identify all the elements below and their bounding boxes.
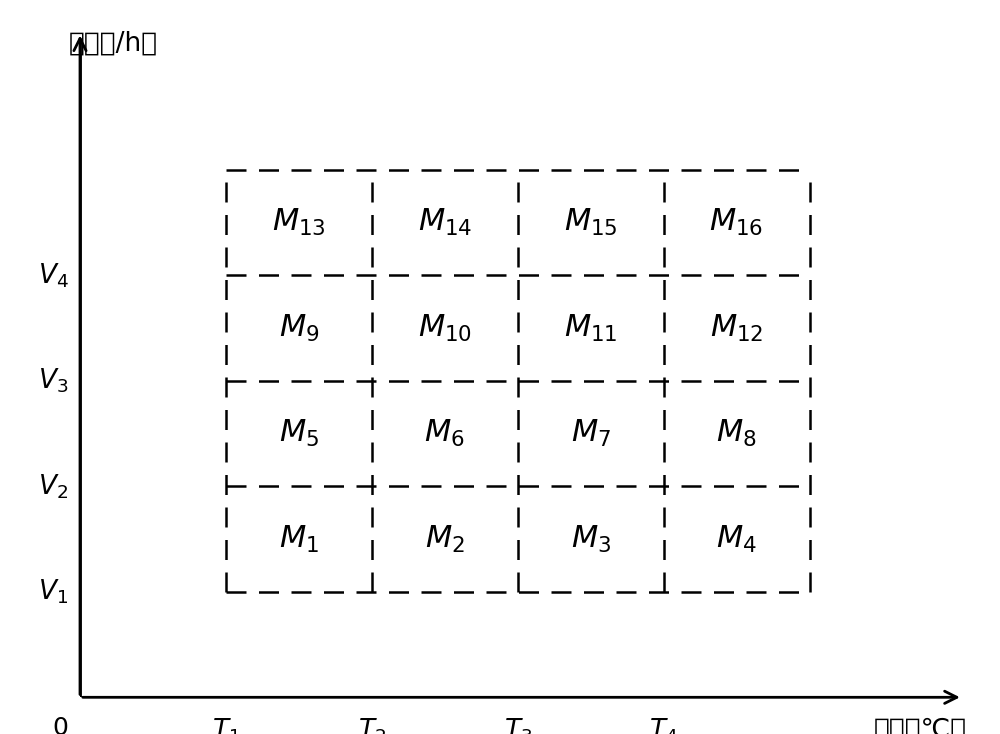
Text: $M_2$: $M_2$: [425, 523, 465, 555]
Text: $V_4$: $V_4$: [38, 261, 68, 289]
Text: $M_6$: $M_6$: [424, 418, 465, 449]
Text: $T_2$: $T_2$: [358, 716, 386, 734]
Text: $M_3$: $M_3$: [571, 523, 611, 555]
Text: $T_3$: $T_3$: [504, 716, 532, 734]
Text: $M_{13}$: $M_{13}$: [272, 207, 326, 238]
Text: $M_5$: $M_5$: [279, 418, 319, 449]
Text: $M_{16}$: $M_{16}$: [709, 207, 764, 238]
Text: $V_2$: $V_2$: [38, 472, 68, 501]
Text: $M_4$: $M_4$: [716, 523, 757, 555]
Text: $M_{10}$: $M_{10}$: [418, 313, 472, 344]
Text: 空速（/h）: 空速（/h）: [68, 31, 157, 57]
Text: 温度（℃）: 温度（℃）: [874, 716, 967, 734]
Text: $T_1$: $T_1$: [212, 716, 240, 734]
Text: $V_3$: $V_3$: [38, 366, 68, 395]
Text: $V_1$: $V_1$: [38, 578, 68, 606]
Text: $M_7$: $M_7$: [571, 418, 611, 449]
Text: $M_8$: $M_8$: [716, 418, 757, 449]
Text: $M_9$: $M_9$: [279, 313, 319, 344]
Text: $M_{12}$: $M_{12}$: [710, 313, 763, 344]
Text: $M_{14}$: $M_{14}$: [418, 207, 472, 238]
Text: $M_{15}$: $M_{15}$: [564, 207, 617, 238]
Text: $M_{11}$: $M_{11}$: [564, 313, 617, 344]
Text: $T_4$: $T_4$: [649, 716, 678, 734]
Text: 0: 0: [52, 716, 68, 734]
Text: $M_1$: $M_1$: [279, 523, 319, 555]
